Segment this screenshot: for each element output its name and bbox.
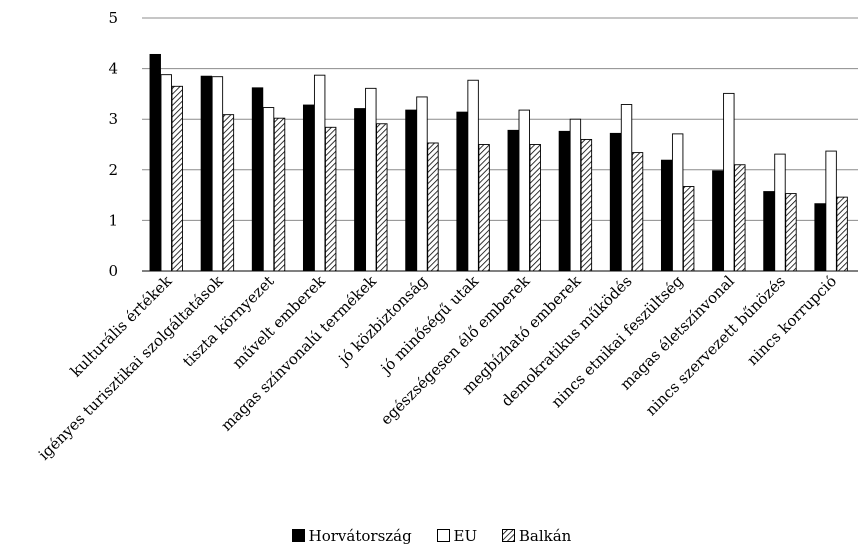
legend-item-balkan: Balkán xyxy=(501,527,572,545)
bar xyxy=(825,150,837,272)
legend-swatch-hatch xyxy=(501,529,515,542)
bar xyxy=(456,111,468,272)
bar xyxy=(631,152,644,272)
bar xyxy=(200,75,213,272)
legend-swatch-white xyxy=(436,529,450,542)
bar xyxy=(302,104,315,272)
bar xyxy=(836,196,848,272)
legend-label: EU xyxy=(453,527,478,545)
bar xyxy=(774,153,786,272)
legend-label: Horvátország xyxy=(308,527,412,545)
y-tick-label: 5 xyxy=(108,9,118,27)
bar xyxy=(785,193,797,272)
bar xyxy=(405,109,417,272)
bar xyxy=(262,107,275,272)
legend-label: Balkán xyxy=(518,527,572,545)
bar xyxy=(467,79,479,272)
x-tick-label: jó közbiztonság xyxy=(334,272,432,370)
bar xyxy=(416,96,428,272)
bars xyxy=(149,53,848,272)
bar xyxy=(518,109,530,272)
bar xyxy=(569,118,582,272)
bar xyxy=(580,138,593,272)
x-tick-label: igényes turisztikai szolgáltatások xyxy=(35,271,227,463)
bar xyxy=(273,117,286,272)
y-tick-label: 3 xyxy=(108,110,118,128)
bar xyxy=(365,87,377,272)
bar xyxy=(682,186,695,272)
bar xyxy=(712,170,724,272)
bar xyxy=(251,87,264,272)
x-tick-label: művelt emberek xyxy=(229,271,330,372)
y-tick-label: 1 xyxy=(108,211,118,229)
y-tick-label: 2 xyxy=(108,161,118,179)
x-tick-label: nincs korrupció xyxy=(743,272,840,369)
bar xyxy=(478,144,490,272)
legend-swatch-solid xyxy=(291,529,305,542)
bar xyxy=(609,132,622,272)
bar xyxy=(671,133,684,272)
bar xyxy=(149,53,161,272)
legend-item-horvatorszag: Horvátország xyxy=(291,527,412,545)
bar xyxy=(529,144,541,272)
bar xyxy=(376,123,388,272)
bar xyxy=(507,129,519,272)
bar xyxy=(354,108,366,272)
y-tick-label: 4 xyxy=(108,60,118,78)
legend: Horvátország EU Balkán xyxy=(0,527,863,545)
bar xyxy=(734,164,746,272)
bar xyxy=(763,191,775,272)
bar xyxy=(814,203,826,272)
x-tick-label: tiszta környezet xyxy=(179,272,277,370)
bar xyxy=(160,74,172,272)
bar xyxy=(660,159,673,272)
bar xyxy=(211,76,224,272)
y-axis-ticks: 0 1 2 3 4 5 xyxy=(108,9,118,280)
bar xyxy=(313,74,326,272)
legend-item-eu: EU xyxy=(436,527,478,545)
bar xyxy=(558,130,571,272)
bar xyxy=(222,114,235,272)
bar xyxy=(427,142,439,272)
bar xyxy=(324,126,337,272)
bar xyxy=(171,85,183,272)
bar xyxy=(723,92,735,272)
bar xyxy=(620,104,633,272)
y-tick-label: 0 xyxy=(108,262,118,280)
gridlines xyxy=(142,17,858,272)
